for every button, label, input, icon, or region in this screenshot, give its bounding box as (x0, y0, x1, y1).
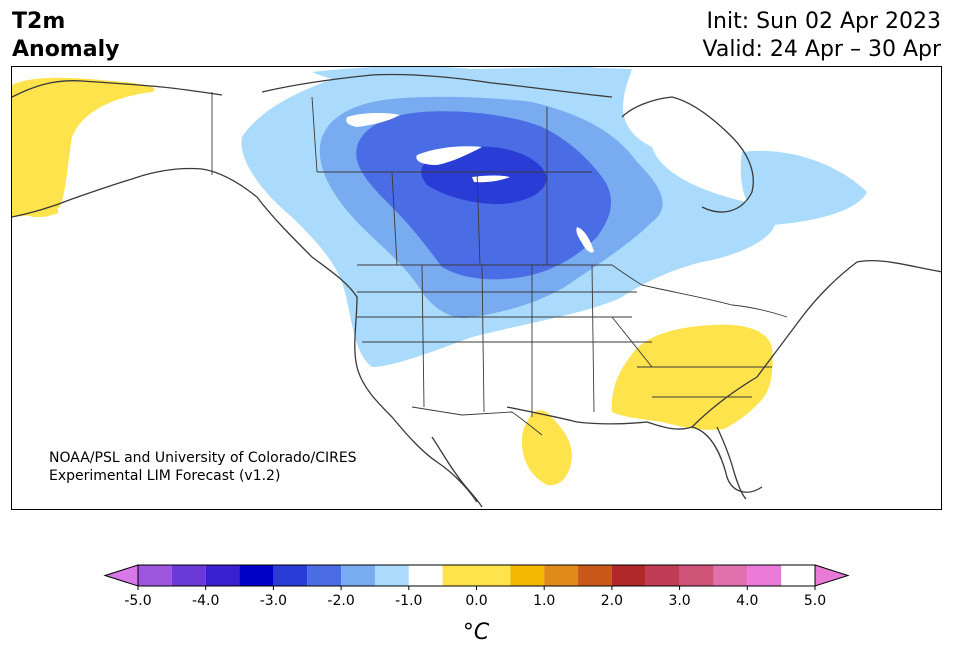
lake-athabasca (472, 175, 510, 183)
colorbar-cell (442, 565, 511, 586)
colorbar-cell (544, 565, 579, 586)
warm-anomaly-alaska (12, 77, 155, 217)
atlantic-coast (691, 259, 941, 428)
colorbar-cell (341, 565, 375, 586)
colorbar-cell (138, 565, 172, 586)
colorbar-tick-label: -5.0 (124, 593, 151, 609)
colorbar-tick-label: -1.0 (395, 593, 422, 609)
alaska-coast (12, 80, 258, 218)
valid-period: Valid: 24 Apr – 30 Apr (702, 37, 942, 62)
lake-winnipeg (576, 227, 594, 253)
colorbar-ticks: -5.0 -4.0 -3.0 -2.0 -1.0 0.0 1.0 2.0 3.0 4.0 5.0 (124, 586, 826, 609)
init-date: Init: Sun 02 Apr 2023 (706, 9, 941, 34)
colorbar-tick-label: 4.0 (736, 593, 758, 609)
colorbar-canvas: -5.0 -4.0 -3.0 -2.0 -1.0 0.0 1.0 2.0 3.0 4.0 5.0 °… (103, 564, 850, 645)
colorbar-cell (408, 565, 443, 586)
colorbar-cell (578, 565, 612, 586)
warm-anomaly-texas (522, 410, 572, 486)
us-canada-border (357, 264, 788, 318)
colorbar-tick-label: 1.0 (533, 593, 555, 609)
colorbar-tick-label: 0.0 (465, 593, 487, 609)
coastlines (12, 73, 941, 508)
colorbar-cell (510, 565, 545, 586)
colorbar-tick-label: 2.0 (601, 593, 623, 609)
arctic-coast (261, 73, 613, 98)
map-title: T2m Anomaly (12, 8, 119, 64)
colorbar-cell (679, 565, 714, 586)
pacific-coast (256, 196, 478, 503)
colorbar-tick-label: -3.0 (260, 593, 287, 609)
colorbar-tick-label: 5.0 (804, 593, 826, 609)
colorbar-cell (611, 565, 646, 586)
great-slave-lake (416, 146, 482, 165)
hudson-bay-coast (621, 96, 754, 213)
map-canvas (12, 67, 941, 508)
colorbar-cell (273, 565, 308, 586)
colorbar-cell (747, 565, 782, 586)
colorbar-cells (103, 564, 850, 587)
anomaly-map (11, 66, 942, 510)
credit-text: NOAA/PSL and University of Colorado/CIRE… (49, 449, 357, 485)
political-borders (211, 92, 788, 436)
colorbar-cell (239, 565, 274, 586)
us-state-lines (357, 264, 772, 417)
colorbar-cell (713, 565, 748, 586)
colorbar-cell (645, 565, 680, 586)
baja-coast (431, 436, 483, 508)
canada-province-lines (311, 96, 592, 266)
forecast-dates: Init: Sun 02 Apr 2023 Valid: 24 Apr – 30… (703, 8, 942, 64)
great-bear-lake (346, 112, 400, 127)
credit-line-2: Experimental LIM Forecast (v1.2) (49, 468, 281, 484)
gulf-coast (506, 406, 763, 493)
colorbar-tick-label: -2.0 (327, 593, 354, 609)
cold-anomaly-quebec (740, 150, 867, 225)
colorbar-max-extension (814, 564, 850, 587)
colorbar-min-extension (103, 564, 139, 587)
variable-label: T2m (12, 9, 66, 34)
us-mexico-border (411, 406, 543, 436)
colorbar-cell (171, 565, 206, 586)
warm-anomaly-alaska-edge (22, 205, 59, 218)
florida-coast (716, 426, 747, 500)
quantity-label: Anomaly (12, 37, 120, 62)
cold-anomaly-peak (421, 146, 547, 205)
credit-line-1: NOAA/PSL and University of Colorado/CIRE… (49, 450, 357, 466)
colorbar-tick-label: -4.0 (192, 593, 219, 609)
colorbar-cell (307, 565, 342, 586)
colorbar-cell (205, 565, 240, 586)
colorbar-cell (374, 565, 409, 586)
colorbar-unit: °C (463, 620, 490, 645)
warm-anomaly-southeast (611, 324, 773, 430)
colorbar: -5.0 -4.0 -3.0 -2.0 -1.0 0.0 1.0 2.0 3.0 4.0 5.0 °… (0, 560, 953, 656)
colorbar-tick-label: 3.0 (668, 593, 690, 609)
